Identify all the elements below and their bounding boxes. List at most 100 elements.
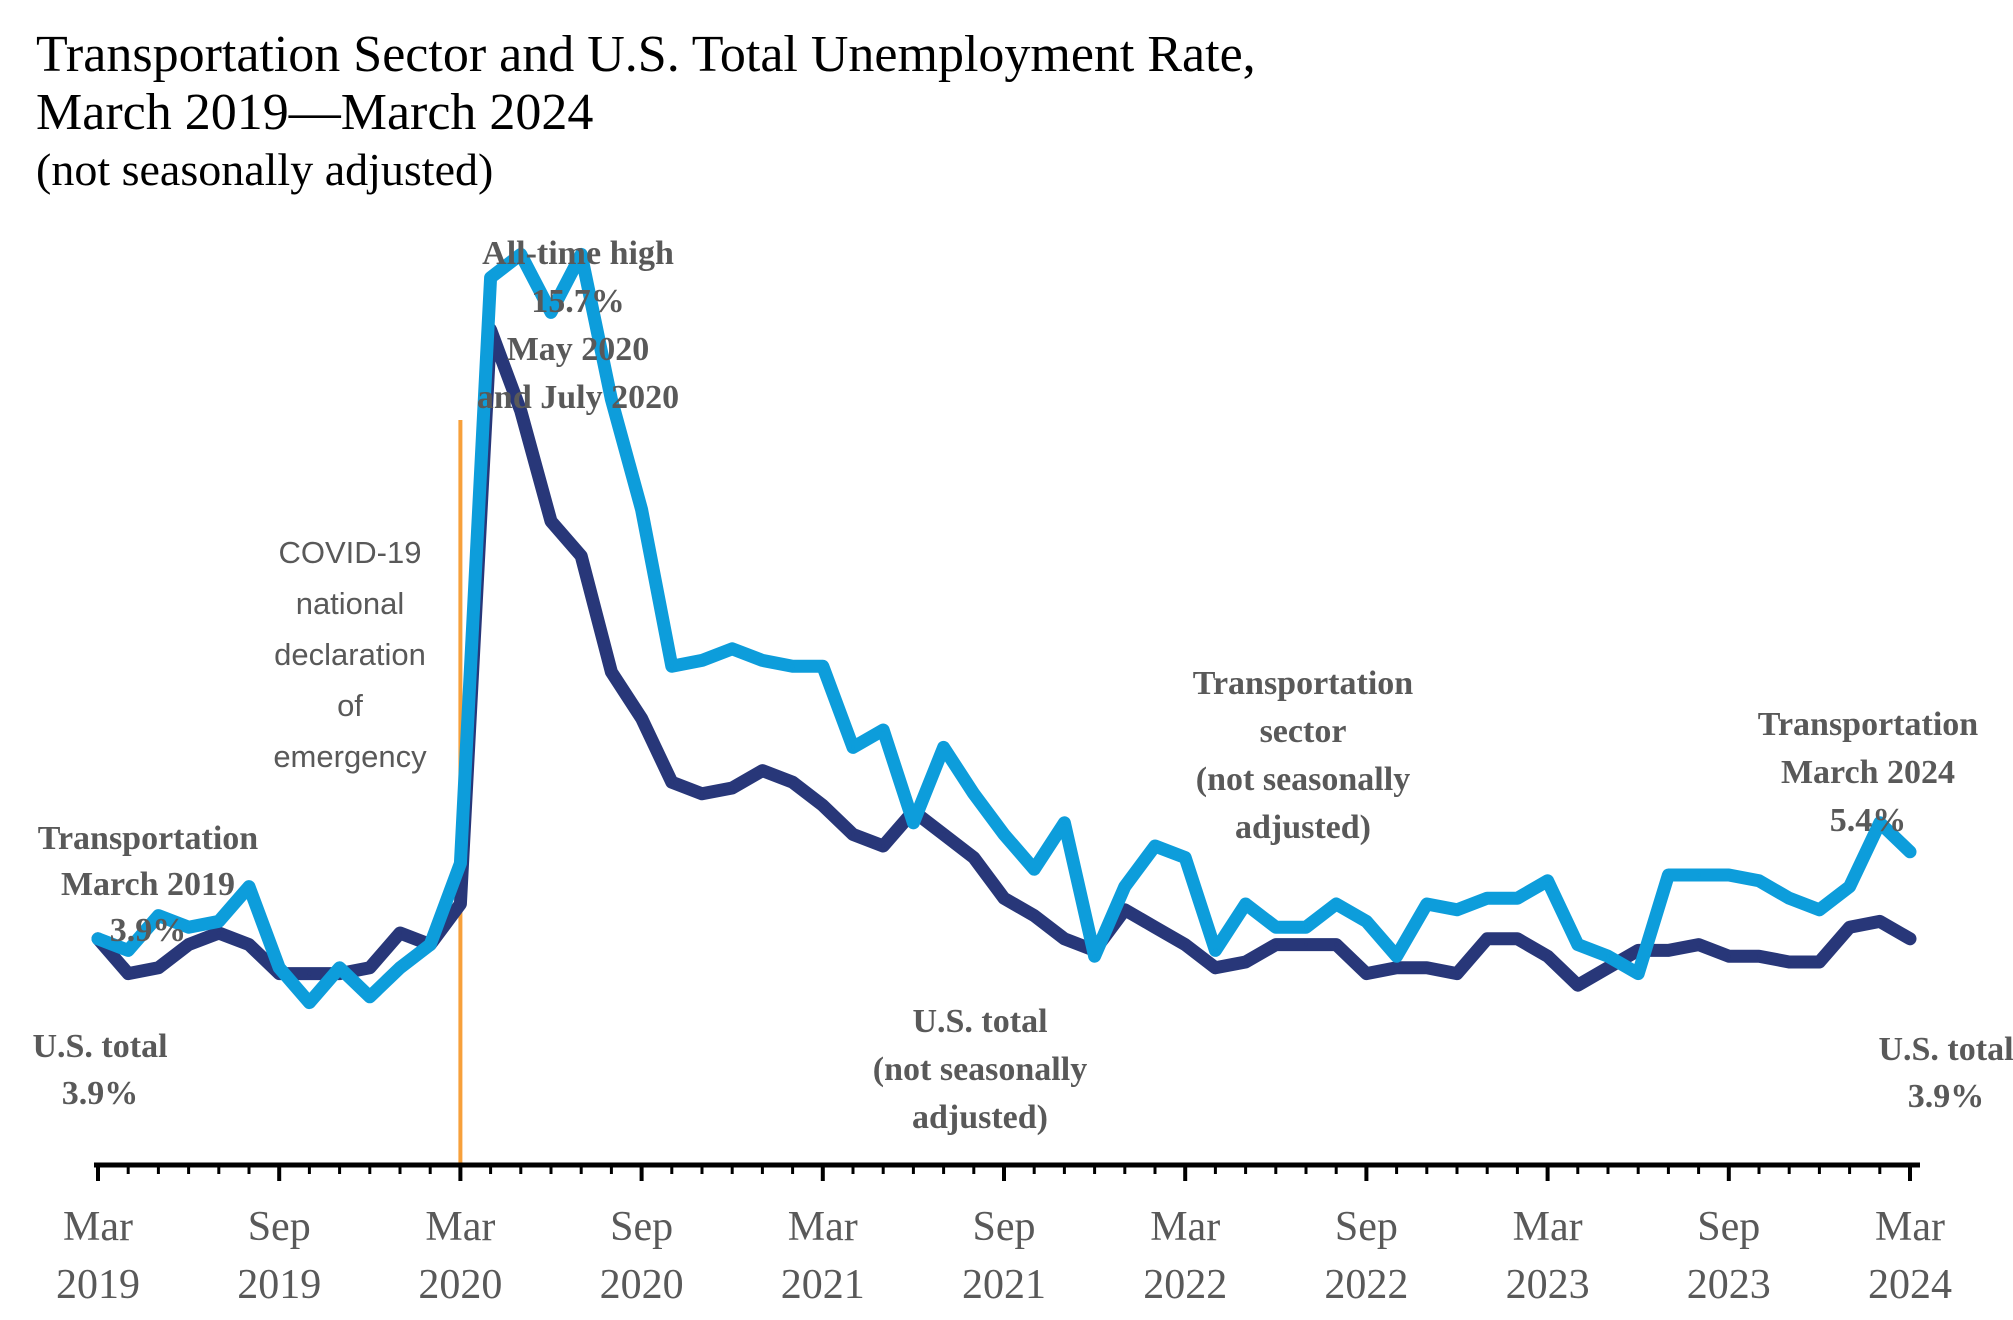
us-total-point-9 — [367, 965, 372, 970]
x-tick-label-year: 2021 — [962, 1262, 1046, 1308]
transportation-point-7 — [307, 1000, 312, 1005]
transportation-point-19 — [669, 664, 674, 669]
chart-title: Transportation Sector and U.S. Total Une… — [36, 26, 1256, 83]
x-tick-label-month: Sep — [248, 1204, 311, 1250]
us-total-point-59 — [1877, 919, 1882, 924]
transportation-point-2 — [156, 913, 161, 918]
transportation-point-44 — [1424, 902, 1429, 906]
transportation-point-55 — [1757, 878, 1761, 883]
transportation-march-2024-annotation: Transportation March 2024 5.4% — [1758, 706, 1978, 839]
all-time-high-annotation-line: May 2020 — [507, 331, 650, 368]
transportation-point-30 — [1002, 832, 1006, 837]
us-total-march-2024-annotation-line: 3.9% — [1908, 1078, 1985, 1115]
transportation-point-53 — [1696, 873, 1701, 877]
covid-declaration-label: COVID-19 national declaration of emergency — [273, 535, 427, 774]
transportation-point-47 — [1515, 896, 1520, 901]
us-total-point-53 — [1696, 942, 1701, 947]
transportation-point-24 — [820, 664, 825, 669]
transportation-point-46 — [1485, 896, 1490, 901]
us-total-march-2019-annotation-line: U.S. total — [32, 1028, 167, 1065]
us-total-march-2019-annotation-line: 3.9% — [62, 1075, 139, 1112]
us-total-point-55 — [1757, 954, 1761, 959]
us-total-series-label-line: U.S. total — [912, 1003, 1047, 1040]
us-total-point-47 — [1515, 936, 1520, 941]
x-tick-label-month: Mar — [425, 1204, 495, 1250]
us-total-point-56 — [1787, 960, 1792, 964]
transportation-point-28 — [941, 745, 946, 750]
us-total-series-label: U.S. total (not seasonally adjusted) — [873, 1003, 1087, 1136]
us-total-point-5 — [247, 942, 251, 947]
x-tick-label-month: Sep — [610, 1204, 673, 1250]
chart-title-block: Transportation Sector and U.S. Total Une… — [36, 26, 1256, 198]
us-total-point-43 — [1394, 965, 1399, 970]
transportation-point-15 — [549, 310, 553, 315]
us-total-point-41 — [1334, 942, 1339, 947]
us-total-point-3 — [186, 942, 191, 947]
us-total-point-22 — [760, 768, 765, 773]
transportation-sector-series-label-line: (not seasonally — [1196, 761, 1410, 798]
transportation-point-26 — [881, 728, 886, 732]
all-time-high-annotation: All-time high 15.7% May 2020 and July 2020 — [477, 235, 679, 416]
transportation-sector-series-label-line: adjusted) — [1235, 809, 1371, 846]
us-total-point-60 — [1908, 936, 1912, 941]
transportation-point-21 — [730, 646, 735, 651]
transportation-point-48 — [1545, 878, 1550, 883]
transportation-march-2024-annotation-line: March 2024 — [1781, 754, 1955, 791]
us-total-point-26 — [881, 844, 886, 848]
us-total-point-15 — [549, 519, 553, 524]
us-total-point-35 — [1153, 925, 1157, 930]
transportation-point-42 — [1364, 919, 1369, 924]
transportation-point-16 — [579, 252, 584, 257]
us-total-point-52 — [1666, 948, 1671, 953]
us-total-series-label-line: adjusted) — [912, 1099, 1048, 1136]
x-tick-label-year: 2019 — [237, 1262, 321, 1308]
transportation-point-18 — [639, 507, 644, 512]
x-tick-label-month: Mar — [63, 1204, 133, 1250]
covid-declaration-label-line: COVID-19 — [279, 535, 422, 570]
covid-declaration-label-line: national — [296, 586, 405, 621]
us-total-point-14 — [518, 409, 523, 413]
us-total-march-2024-annotation-line: U.S. total — [1878, 1031, 2013, 1068]
transportation-point-51 — [1636, 971, 1641, 976]
us-total-point-32 — [1062, 936, 1067, 941]
us-total-series-label-line: (not seasonally — [873, 1051, 1087, 1088]
transportation-sector-series-label-line: sector — [1260, 713, 1347, 750]
us-total-march-2024-annotation: U.S. total 3.9% — [1878, 1031, 2013, 1115]
transportation-march-2019-annotation: Transportation March 2019 3.9% — [38, 820, 258, 949]
x-tick-label-month: Sep — [1697, 1204, 1760, 1250]
transportation-sector-series-label: Transportation sector (not seasonally adjus… — [1193, 665, 1413, 846]
us-total-point-28 — [941, 832, 946, 837]
transportation-march-2019-annotation-line: Transportation — [38, 820, 258, 857]
transportation-point-45 — [1455, 907, 1459, 912]
us-total-point-12 — [458, 902, 463, 906]
transportation-point-0 — [96, 936, 100, 941]
transportation-march-2024-annotation-line: 5.4% — [1830, 802, 1907, 839]
transportation-point-8 — [337, 965, 342, 970]
covid-declaration-label-line: of — [337, 688, 363, 723]
transportation-point-56 — [1787, 896, 1792, 901]
us-total-point-34 — [1122, 907, 1127, 912]
us-total-point-16 — [579, 554, 584, 558]
transportation-point-9 — [367, 994, 372, 999]
us-total-point-49 — [1575, 983, 1580, 988]
us-total-point-44 — [1424, 965, 1429, 970]
transportation-point-49 — [1575, 942, 1580, 947]
us-total-point-1 — [126, 971, 131, 976]
transportation-point-35 — [1153, 844, 1157, 848]
x-tick-label-month: Mar — [1150, 1204, 1220, 1250]
transportation-point-34 — [1122, 884, 1127, 889]
x-tick-label-month: Mar — [788, 1204, 858, 1250]
transportation-point-10 — [398, 965, 402, 970]
us-total-point-54 — [1726, 954, 1731, 959]
transportation-point-38 — [1243, 902, 1248, 906]
transportation-point-12 — [458, 861, 463, 866]
x-tick-label-year: 2022 — [1324, 1262, 1408, 1308]
us-total-point-31 — [1032, 913, 1037, 918]
transportation-point-41 — [1334, 902, 1339, 906]
us-total-point-37 — [1213, 965, 1218, 970]
covid-declaration-label-line: declaration — [274, 637, 426, 672]
x-tick-label-year: 2024 — [1868, 1262, 1952, 1308]
transportation-point-59 — [1877, 820, 1882, 825]
x-tick-label-year: 2023 — [1687, 1262, 1771, 1308]
us-total-point-40 — [1304, 942, 1308, 947]
